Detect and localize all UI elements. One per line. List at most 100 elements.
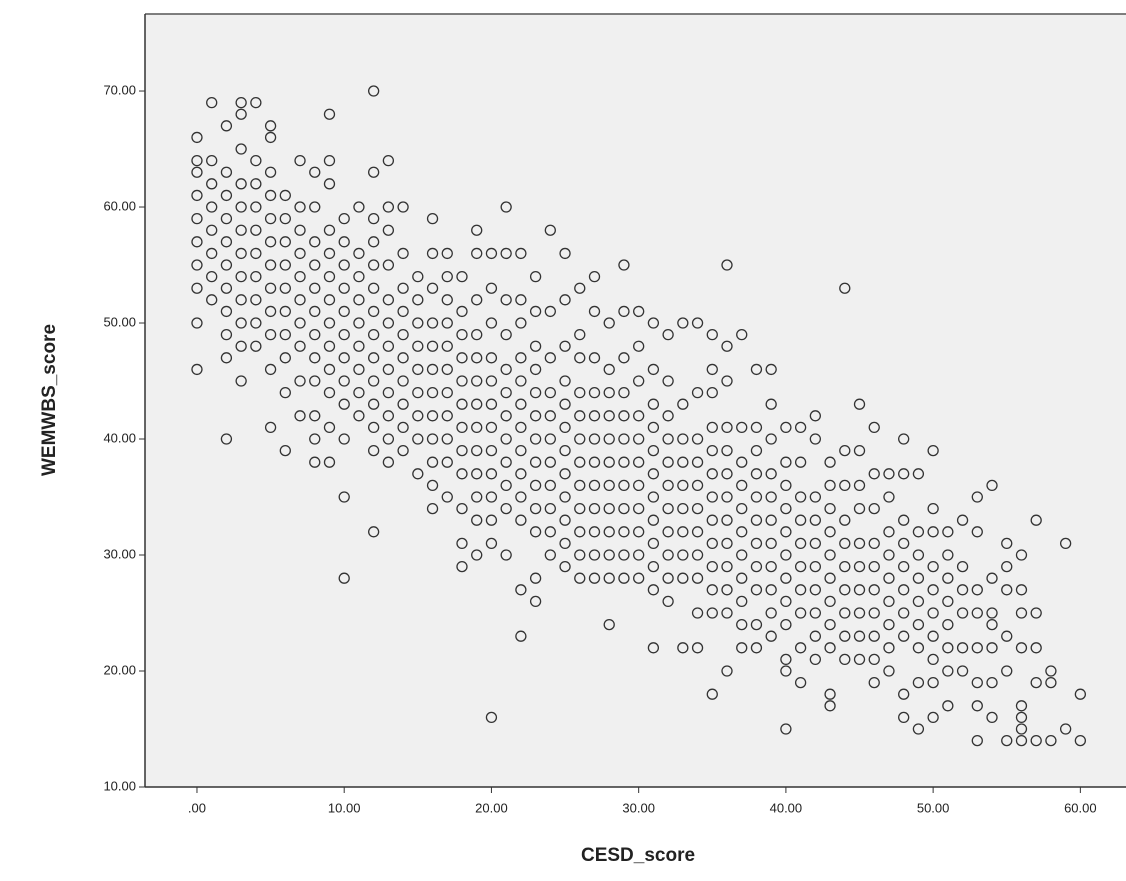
point xyxy=(353,386,365,399)
point xyxy=(323,386,336,399)
point xyxy=(559,468,571,480)
point xyxy=(1030,734,1042,747)
point xyxy=(868,584,880,596)
point xyxy=(382,224,395,236)
point xyxy=(736,526,748,538)
point xyxy=(706,584,718,596)
point xyxy=(883,468,895,480)
point xyxy=(412,386,424,399)
point xyxy=(898,514,910,526)
point xyxy=(353,317,365,329)
point xyxy=(544,549,556,561)
point xyxy=(323,294,336,306)
point xyxy=(706,421,718,434)
point xyxy=(309,328,321,341)
point xyxy=(309,166,321,178)
point xyxy=(235,178,247,190)
point xyxy=(912,572,925,584)
point xyxy=(485,352,498,364)
point xyxy=(456,421,468,434)
y-axis-title: WEMWBS_score xyxy=(39,324,60,476)
point xyxy=(971,700,983,712)
point xyxy=(691,502,704,515)
point xyxy=(721,491,733,503)
point xyxy=(1074,688,1087,700)
point xyxy=(206,96,218,109)
point xyxy=(912,676,925,689)
point xyxy=(588,410,601,422)
point xyxy=(412,468,424,480)
point xyxy=(706,688,718,700)
point xyxy=(323,108,336,120)
point xyxy=(471,294,483,306)
point xyxy=(1001,734,1013,747)
point xyxy=(294,410,306,422)
point xyxy=(529,363,542,376)
point xyxy=(309,352,321,364)
point xyxy=(397,352,409,364)
point xyxy=(574,386,586,399)
point xyxy=(677,642,689,654)
point xyxy=(382,340,395,352)
point xyxy=(662,502,674,515)
point xyxy=(353,270,365,283)
point xyxy=(397,398,409,410)
point xyxy=(191,236,203,248)
point xyxy=(471,468,483,480)
point xyxy=(809,630,821,642)
point xyxy=(956,642,969,654)
point xyxy=(721,607,733,619)
point xyxy=(574,549,586,561)
point xyxy=(603,572,615,584)
point xyxy=(574,572,586,584)
point xyxy=(588,270,601,283)
y-tick-label: 10.00 xyxy=(103,778,136,793)
point xyxy=(471,328,483,341)
x-tick-label: 30.00 xyxy=(622,800,655,815)
point xyxy=(412,294,424,306)
point xyxy=(647,444,660,457)
point xyxy=(559,421,571,434)
point xyxy=(220,236,233,248)
point xyxy=(912,549,925,561)
point xyxy=(883,665,895,677)
point xyxy=(971,526,983,538)
point xyxy=(647,514,660,526)
point xyxy=(1015,584,1028,596)
point xyxy=(736,595,748,608)
point xyxy=(191,189,203,202)
point xyxy=(839,282,851,294)
point xyxy=(441,363,453,376)
point xyxy=(338,259,350,271)
point xyxy=(927,607,939,619)
point xyxy=(853,502,866,515)
point xyxy=(294,247,306,260)
point xyxy=(544,502,556,515)
point xyxy=(294,224,306,236)
point xyxy=(588,305,601,318)
point xyxy=(441,340,453,352)
point xyxy=(721,514,733,526)
point xyxy=(529,270,542,283)
point xyxy=(515,584,527,596)
point xyxy=(574,526,586,538)
point xyxy=(927,676,939,689)
point xyxy=(839,607,851,619)
point xyxy=(426,282,439,294)
point xyxy=(544,305,556,318)
point xyxy=(294,270,306,283)
point xyxy=(264,328,277,341)
point xyxy=(809,584,821,596)
point xyxy=(927,630,939,642)
point xyxy=(264,421,277,434)
point xyxy=(633,479,645,492)
point xyxy=(426,502,439,515)
point xyxy=(559,247,571,260)
point xyxy=(264,166,277,178)
points xyxy=(191,85,1087,747)
point xyxy=(662,375,674,387)
point xyxy=(706,607,718,619)
point xyxy=(456,352,468,364)
point xyxy=(441,456,453,468)
point xyxy=(338,282,350,294)
